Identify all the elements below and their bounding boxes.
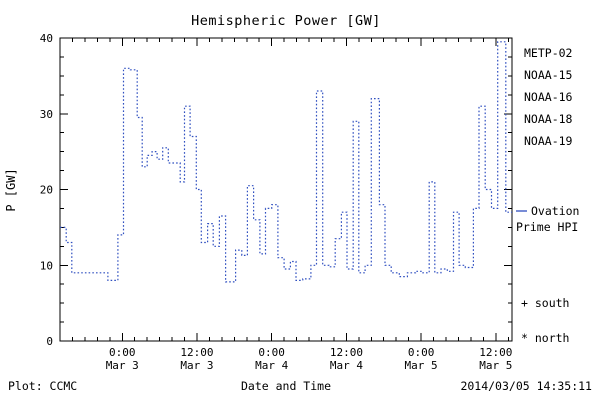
legend-item-noaa-16: NOAA-16 bbox=[524, 90, 573, 104]
x-tick-label-date: Mar 3 bbox=[180, 359, 213, 372]
y-axis-label: P [GW] bbox=[4, 168, 18, 211]
y-tick-label: 10 bbox=[40, 259, 53, 272]
legend-item-metp-02: METP-02 bbox=[524, 46, 572, 60]
x-tick-label-date: Mar 4 bbox=[330, 359, 363, 372]
x-tick-label-date: Mar 5 bbox=[405, 359, 438, 372]
legend-marker-north: * north bbox=[521, 331, 569, 345]
plot-credit: Plot: CCMC bbox=[8, 379, 77, 393]
ovation-key-label-line1: Ovation bbox=[531, 204, 579, 218]
legend-marker-south: + south bbox=[521, 296, 569, 310]
plot-frame bbox=[59, 37, 513, 342]
x-axis-label: Date and Time bbox=[241, 379, 331, 393]
x-tick-label-time: 12:00 bbox=[180, 346, 213, 359]
chart-title: Hemispheric Power [GW] bbox=[191, 13, 381, 29]
x-tick-label-date: Mar 5 bbox=[479, 359, 512, 372]
x-tick-label-date: Mar 4 bbox=[255, 359, 288, 372]
y-tick-label: 30 bbox=[40, 108, 53, 121]
y-tick-label: 0 bbox=[46, 335, 53, 348]
ovation-key-label-line2: Prime HPI bbox=[516, 220, 578, 234]
x-tick-label-time: 12:00 bbox=[479, 346, 512, 359]
y-tick-label: 20 bbox=[40, 184, 53, 197]
x-tick-label-time: 12:00 bbox=[330, 346, 363, 359]
timestamp: 2014/03/05 14:35:11 bbox=[460, 379, 592, 393]
legend-item-noaa-18: NOAA-18 bbox=[524, 112, 573, 126]
legend-item-noaa-15: NOAA-15 bbox=[524, 68, 572, 82]
x-tick-label-time: 0:00 bbox=[109, 346, 136, 359]
legend-item-noaa-19: NOAA-19 bbox=[524, 134, 573, 148]
x-tick-label-date: Mar 3 bbox=[106, 359, 139, 372]
y-tick-label: 40 bbox=[40, 32, 53, 45]
x-tick-label-time: 0:00 bbox=[258, 346, 285, 359]
hpi-data-line bbox=[60, 41, 512, 283]
x-tick-label-time: 0:00 bbox=[408, 346, 435, 359]
